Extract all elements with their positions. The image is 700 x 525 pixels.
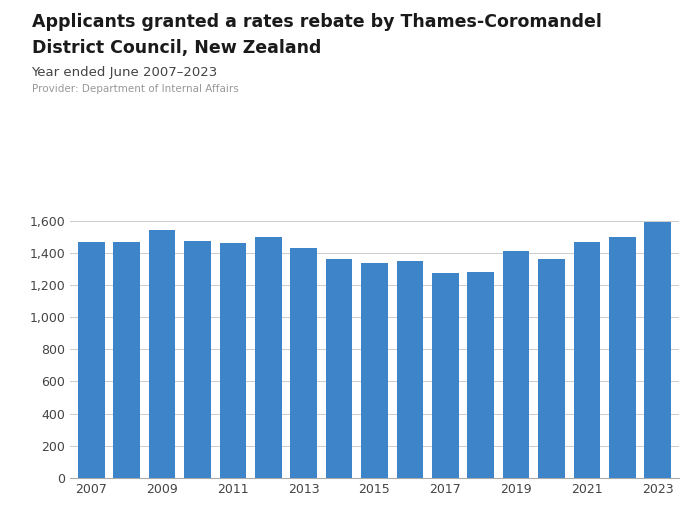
- Text: District Council, New Zealand: District Council, New Zealand: [32, 39, 321, 57]
- Bar: [397, 261, 424, 478]
- Text: Year ended June 2007–2023: Year ended June 2007–2023: [32, 66, 218, 79]
- Bar: [574, 242, 600, 478]
- Bar: [503, 250, 529, 478]
- Bar: [468, 271, 494, 478]
- Bar: [538, 259, 565, 478]
- Bar: [220, 243, 246, 478]
- Bar: [432, 272, 458, 478]
- Bar: [255, 237, 281, 478]
- Bar: [361, 263, 388, 478]
- Bar: [609, 237, 636, 478]
- Bar: [149, 230, 175, 478]
- Bar: [78, 242, 104, 478]
- Bar: [113, 242, 140, 478]
- Bar: [184, 241, 211, 478]
- Bar: [290, 248, 317, 478]
- Bar: [326, 259, 352, 478]
- Text: Provider: Department of Internal Affairs: Provider: Department of Internal Affairs: [32, 84, 238, 94]
- Text: Applicants granted a rates rebate by Thames-Coromandel: Applicants granted a rates rebate by Tha…: [32, 13, 601, 31]
- Bar: [645, 223, 671, 478]
- Text: figure.nz: figure.nz: [566, 14, 643, 29]
